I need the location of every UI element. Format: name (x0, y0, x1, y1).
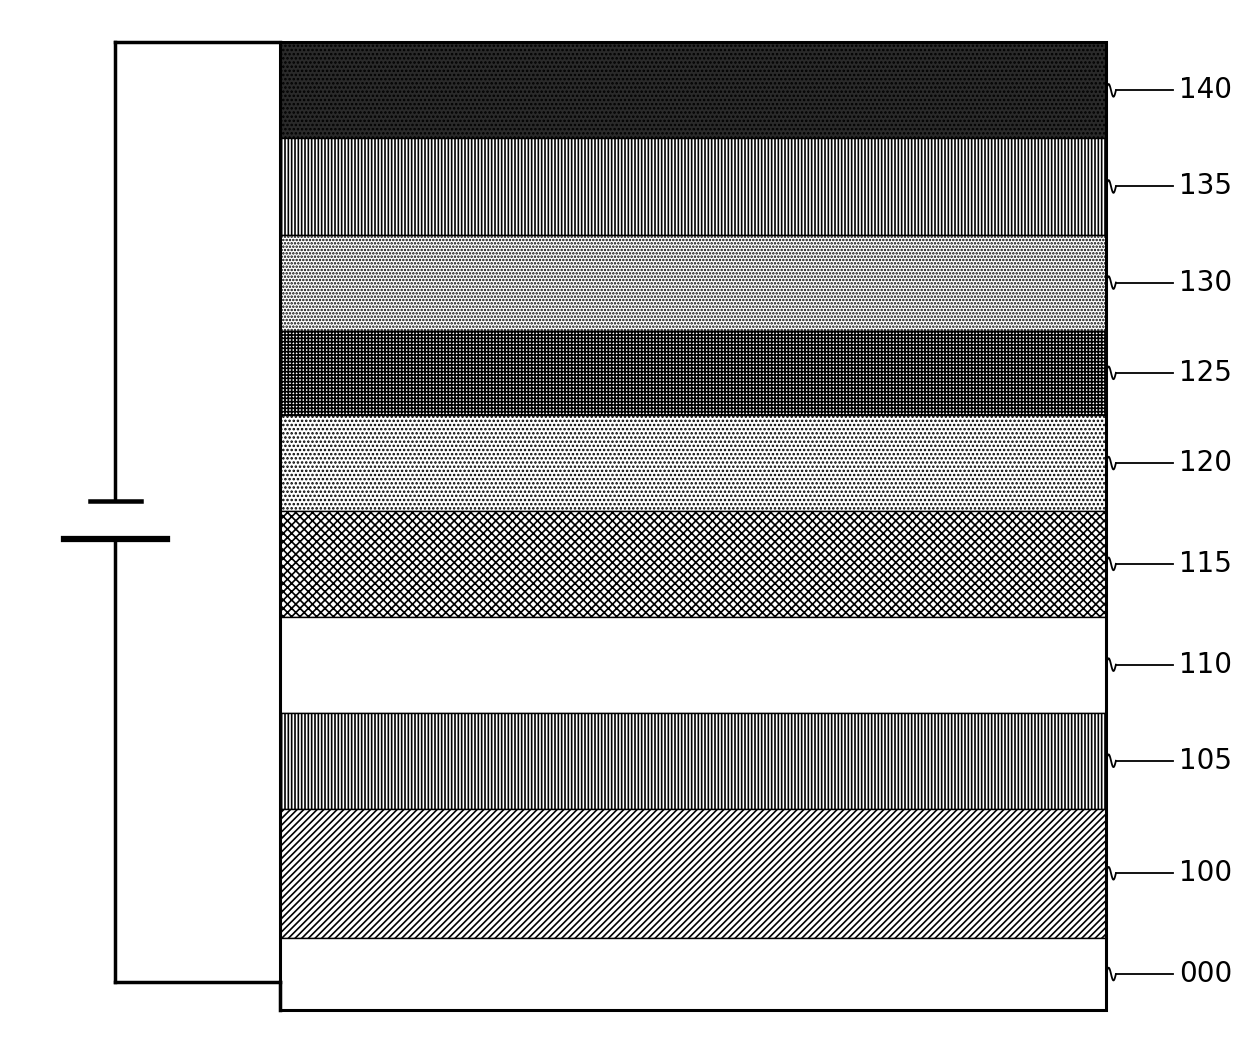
Text: 120: 120 (1179, 449, 1233, 477)
Text: 135: 135 (1179, 172, 1233, 200)
Text: 000: 000 (1179, 960, 1233, 988)
Text: 105: 105 (1179, 747, 1233, 774)
Bar (279, 511, 1106, 617)
Text: 110: 110 (1179, 651, 1233, 678)
Bar (279, 331, 1106, 415)
Text: 100: 100 (1179, 859, 1233, 888)
Bar (279, 713, 1106, 808)
Bar (279, 139, 1106, 235)
Bar (279, 937, 1106, 1010)
Bar (279, 617, 1106, 713)
Bar (279, 235, 1106, 331)
Text: 125: 125 (1179, 359, 1233, 387)
Bar (279, 42, 1106, 139)
Text: 115: 115 (1179, 550, 1233, 578)
Bar (279, 808, 1106, 937)
Text: 130: 130 (1179, 269, 1233, 296)
Bar (279, 42, 1106, 1010)
Bar (279, 415, 1106, 511)
Text: 140: 140 (1179, 76, 1233, 105)
